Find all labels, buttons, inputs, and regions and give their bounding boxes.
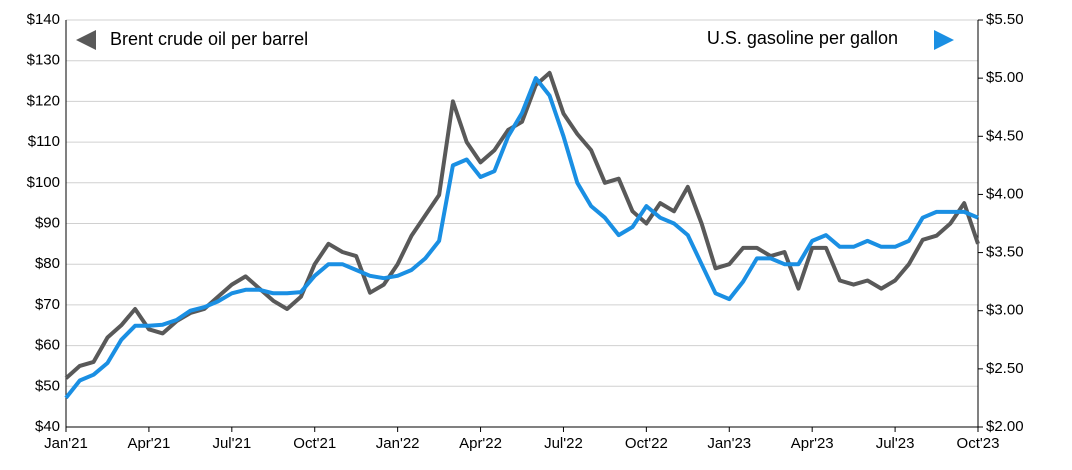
x-tick-label: Apr'21 — [127, 435, 170, 452]
legend-marker — [934, 30, 954, 50]
y2-tick-label: $4.00 — [986, 185, 1024, 202]
y2-tick-label: $3.00 — [986, 302, 1024, 319]
y2-tick-label: $3.50 — [986, 244, 1024, 261]
legend-marker — [76, 30, 96, 50]
legend-label: U.S. gasoline per gallon — [707, 28, 898, 48]
y-tick-label: $120 — [27, 92, 60, 109]
y-tick-label: $140 — [27, 11, 60, 28]
legend-label: Brent crude oil per barrel — [110, 29, 308, 49]
y2-tick-label: $4.50 — [986, 127, 1024, 144]
y-tick-label: $80 — [35, 255, 60, 272]
y-tick-label: $40 — [35, 418, 60, 435]
x-tick-label: Jan'21 — [44, 435, 88, 452]
x-tick-label: Jul'22 — [544, 435, 583, 452]
x-tick-label: Jan'23 — [707, 435, 751, 452]
series-line — [64, 70, 980, 380]
y-tick-label: $110 — [28, 133, 60, 150]
x-tick-label: Apr'22 — [459, 435, 502, 452]
y-tick-label: $130 — [27, 52, 60, 69]
x-tick-label: Oct'22 — [625, 435, 668, 452]
y-tick-label: $50 — [35, 377, 60, 394]
x-tick-label: Jul'21 — [212, 435, 251, 452]
y2-tick-label: $5.50 — [986, 11, 1024, 28]
series-line — [64, 76, 979, 400]
y-tick-label: $60 — [35, 337, 60, 354]
y-tick-label: $90 — [35, 214, 60, 231]
x-tick-label: Oct'23 — [957, 435, 1000, 452]
y-tick-label: $70 — [35, 296, 60, 313]
y2-tick-label: $2.50 — [986, 360, 1024, 377]
x-tick-label: Jan'22 — [376, 435, 420, 452]
x-tick-label: Jul'23 — [876, 435, 915, 452]
y-tick-label: $100 — [27, 174, 60, 191]
x-tick-label: Oct'21 — [293, 435, 336, 452]
y2-tick-label: $5.00 — [986, 69, 1024, 86]
x-tick-label: Apr'23 — [791, 435, 834, 452]
y2-tick-label: $2.00 — [986, 418, 1024, 435]
